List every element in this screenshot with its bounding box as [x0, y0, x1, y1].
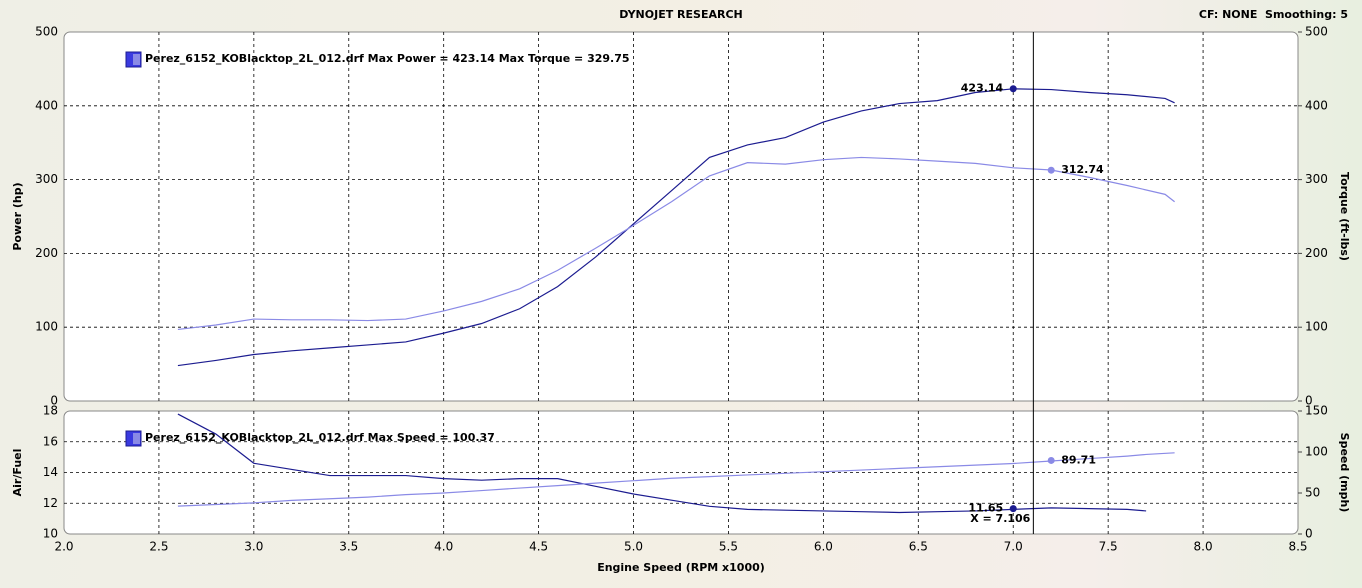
data-line	[177, 452, 1175, 507]
x-axis-label: Engine Speed (RPM x1000)	[597, 561, 765, 574]
data-line	[177, 88, 1175, 367]
y-tick-label: 18	[43, 404, 58, 418]
x-tick-label: 5.5	[719, 540, 738, 554]
x-tick-label: 2.5	[149, 540, 168, 554]
y2-tick-label: 0	[1305, 394, 1313, 408]
y-axis-label: Air/Fuel	[11, 449, 24, 497]
y2-tick-label: 100	[1305, 445, 1328, 459]
y-tick-label: 0	[50, 394, 58, 408]
x-tick-label: 5.0	[624, 540, 643, 554]
y2-tick-label: 300	[1305, 172, 1328, 186]
x-tick-label: 4.0	[434, 540, 453, 554]
header-title: DYNOJET RESEARCH	[619, 8, 742, 21]
data-marker	[1047, 456, 1055, 464]
y-tick-label: 300	[35, 172, 58, 186]
y-tick-label: 16	[43, 434, 58, 448]
y-tick-label: 12	[43, 496, 58, 510]
x-tick-label: 3.0	[244, 540, 263, 554]
marker-label: 312.74	[1061, 163, 1104, 176]
data-line	[177, 156, 1175, 331]
legend-icon-inner	[133, 433, 140, 444]
y2-axis-label: Speed (mph)	[1338, 433, 1351, 513]
x-tick-label: 2.0	[54, 540, 73, 554]
x-tick-label: 7.0	[1004, 540, 1023, 554]
legend-text: Perez_6152_KOBlacktop_2L_012.drf Max Pow…	[145, 52, 630, 65]
legend-icon-inner	[133, 54, 140, 65]
legend-text: Perez_6152_KOBlacktop_2L_012.drf Max Spe…	[145, 431, 495, 444]
y-tick-label: 14	[43, 465, 58, 479]
x-tick-label: 7.5	[1099, 540, 1118, 554]
y2-tick-label: 200	[1305, 246, 1328, 260]
y2-tick-label: 150	[1305, 404, 1328, 418]
plot-area	[63, 410, 1299, 535]
x-tick-label: 6.5	[909, 540, 928, 554]
marker-label: 89.71	[1061, 453, 1096, 466]
y-tick-label: 400	[35, 98, 58, 112]
y2-tick-label: 0	[1305, 527, 1313, 541]
y-tick-label: 200	[35, 246, 58, 260]
y2-tick-label: 400	[1305, 98, 1328, 112]
header-settings: CF: NONE Smoothing: 5	[1199, 8, 1348, 21]
marker-label: 423.14	[961, 82, 1004, 95]
x-tick-label: 6.0	[814, 540, 833, 554]
y-axis-label: Power (hp)	[11, 182, 24, 250]
x-tick-label: 3.5	[339, 540, 358, 554]
x-tick-label: 8.5	[1288, 540, 1307, 554]
y2-tick-label: 500	[1305, 25, 1328, 39]
data-marker	[1047, 166, 1055, 174]
y2-axis-label: Torque (ft-lbs)	[1338, 172, 1351, 261]
cursor-label: X = 7.106	[970, 512, 1030, 525]
data-marker	[1009, 85, 1017, 93]
x-tick-label: 8.0	[1194, 540, 1213, 554]
y-tick-label: 500	[35, 25, 58, 39]
y2-tick-label: 100	[1305, 320, 1328, 334]
y-tick-label: 10	[43, 527, 58, 541]
data-marker	[1009, 505, 1017, 513]
plot-area	[63, 31, 1299, 402]
marker-label: 11.65	[968, 502, 1003, 515]
x-tick-label: 4.5	[529, 540, 548, 554]
data-line	[177, 413, 1147, 514]
y2-tick-label: 50	[1305, 486, 1320, 500]
y-tick-label: 100	[35, 320, 58, 334]
